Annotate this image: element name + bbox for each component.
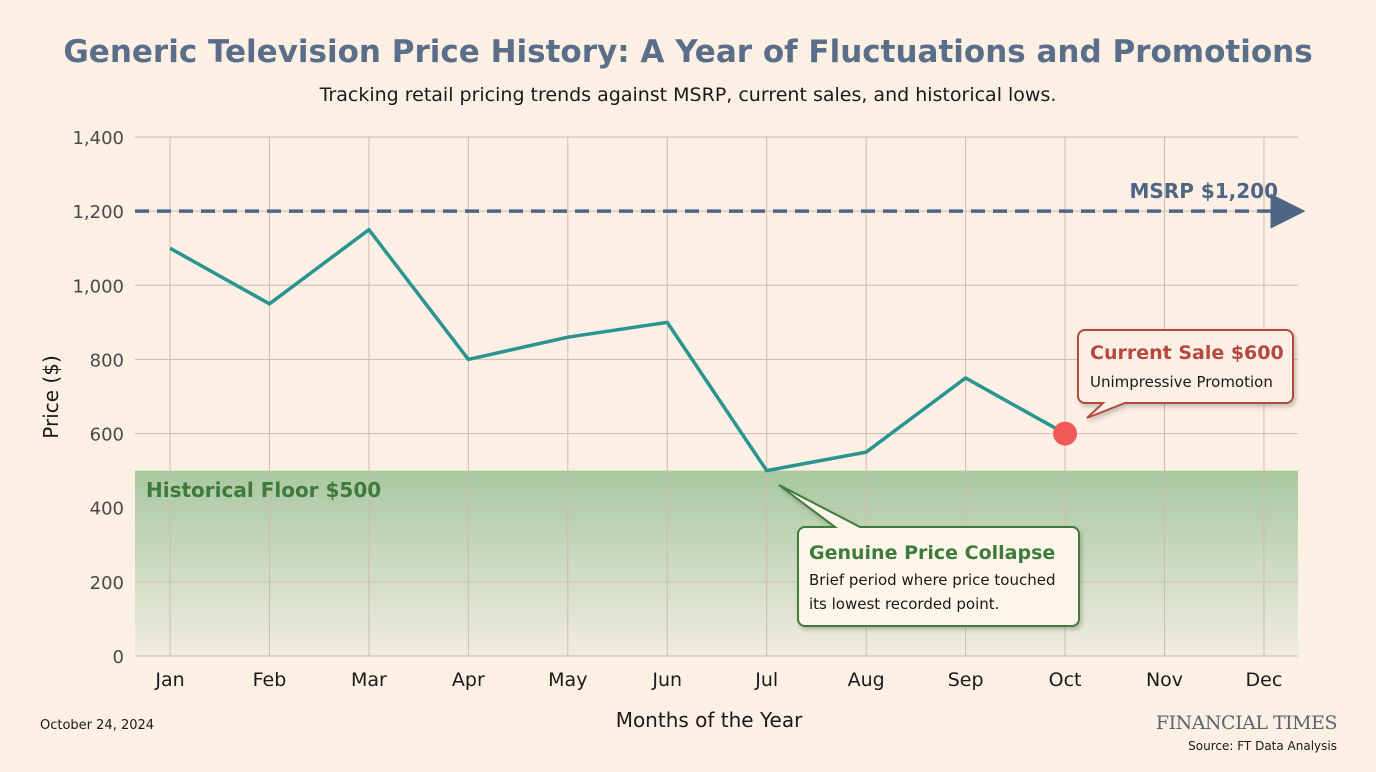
x-tick-labels: Jan Feb Mar Apr May Jun Jul Aug Sep Oct Nov Dec <box>154 669 1282 691</box>
collapse-line1: Brief period where price touched <box>809 571 1055 589</box>
y-tick-label: 600 <box>90 425 124 446</box>
current-sale-text: Unimpressive Promotion <box>1090 373 1273 391</box>
current-sale-marker <box>1053 422 1077 446</box>
collapse-title: Genuine Price Collapse <box>809 542 1055 564</box>
y-tick-label: 200 <box>90 573 124 594</box>
y-tick-label: 0 <box>113 647 124 668</box>
x-tick-label: Jun <box>651 669 682 691</box>
x-tick-label: Mar <box>351 669 387 691</box>
msrp-label: MSRP $1,200 <box>1129 179 1278 203</box>
y-axis-label: Price ($) <box>39 355 63 438</box>
x-tick-label: Sep <box>948 669 984 691</box>
x-tick-label: Jul <box>754 669 778 691</box>
x-tick-label: Aug <box>848 669 885 691</box>
y-tick-label: 800 <box>90 350 124 371</box>
y-tick-label: 1,400 <box>72 128 124 149</box>
x-tick-label: May <box>548 669 587 691</box>
chart-title: Generic Television Price History: A Year… <box>63 34 1312 70</box>
y-tick-label: 1,000 <box>72 276 124 297</box>
y-tick-label: 1,200 <box>72 202 124 223</box>
x-tick-label: Dec <box>1246 669 1283 691</box>
price-series-line <box>170 230 1065 471</box>
current-sale-title: Current Sale $600 <box>1090 342 1284 364</box>
chart-subtitle: Tracking retail pricing trends against M… <box>319 84 1057 106</box>
collapse-line2: its lowest recorded point. <box>809 595 999 613</box>
y-tick-label: 400 <box>90 499 124 520</box>
ft-logo: FINANCIAL TIMES <box>1156 712 1337 734</box>
x-tick-label: Oct <box>1049 669 1082 691</box>
footer-source: Source: FT Data Analysis <box>1188 739 1337 753</box>
price-points <box>170 230 1077 471</box>
x-tick-label: Feb <box>253 669 287 691</box>
x-tick-label: Apr <box>452 669 485 691</box>
footer-date: October 24, 2024 <box>40 718 154 733</box>
floor-label: Historical Floor $500 <box>146 478 381 502</box>
x-tick-label: Nov <box>1146 669 1183 691</box>
y-tick-labels: 0 200 400 600 800 1,000 1,200 1,400 <box>72 128 124 668</box>
x-tick-label: Jan <box>154 669 184 691</box>
x-axis-label: Months of the Year <box>616 708 803 732</box>
